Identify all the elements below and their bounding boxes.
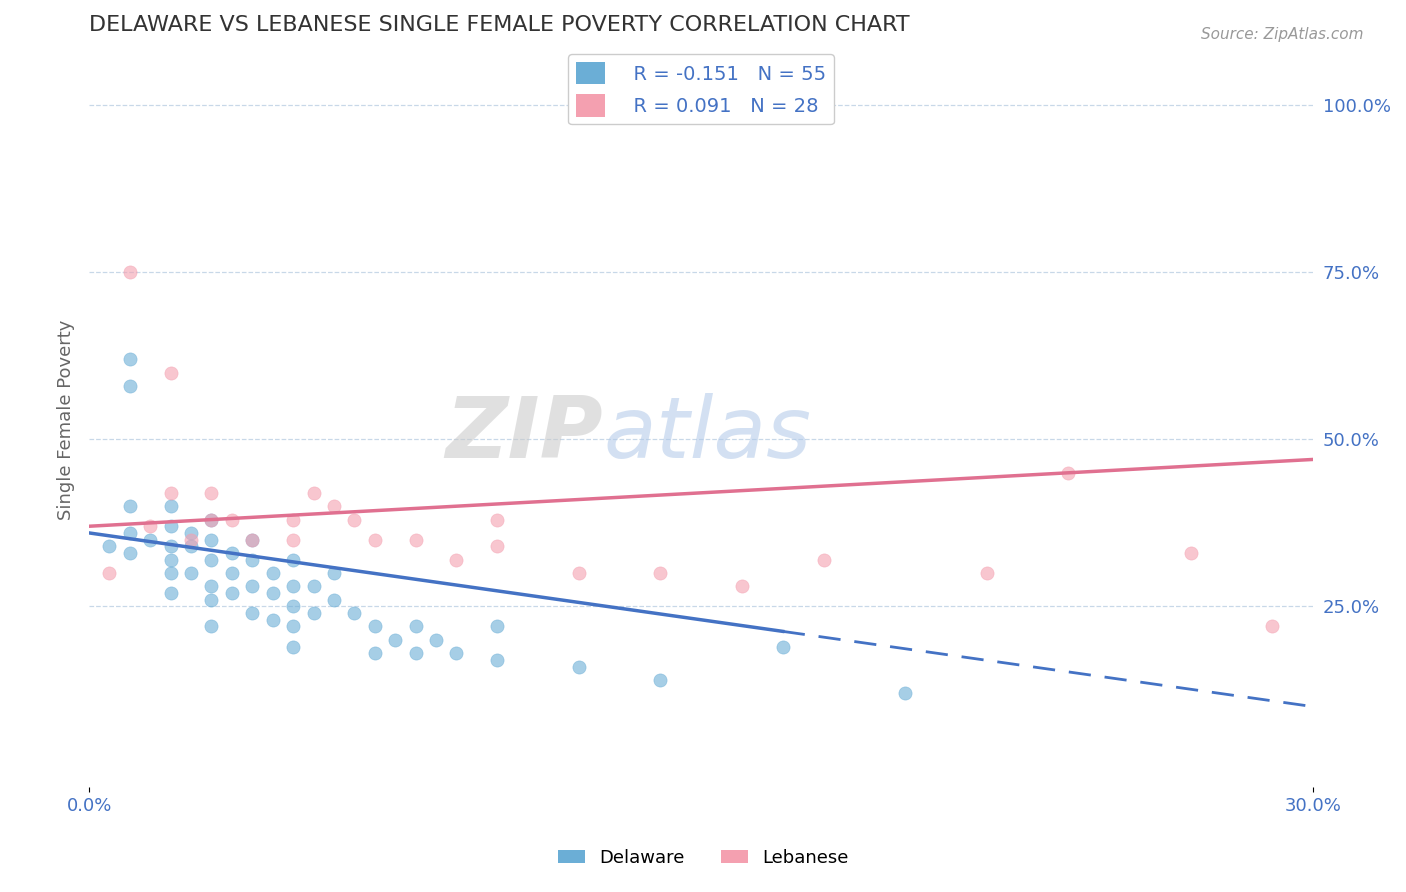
Point [200, 552, 222, 566]
Point [221, 586, 243, 600]
Point [200, 533, 222, 547]
Point [180, 539, 202, 553]
Point [281, 579, 304, 593]
Point [813, 552, 835, 566]
Point [118, 499, 141, 513]
Point [240, 533, 263, 547]
Point [240, 606, 263, 620]
Point [221, 546, 243, 560]
Point [262, 586, 284, 600]
Point [281, 552, 304, 566]
Point [200, 512, 222, 526]
Point [486, 653, 509, 667]
Point [200, 579, 222, 593]
Point [322, 566, 344, 580]
Point [650, 673, 672, 687]
Point [425, 632, 447, 647]
Point [262, 613, 284, 627]
Point [118, 525, 141, 540]
Point [1180, 546, 1202, 560]
Point [1057, 466, 1080, 480]
Text: DELAWARE VS LEBANESE SINGLE FEMALE POVERTY CORRELATION CHART: DELAWARE VS LEBANESE SINGLE FEMALE POVER… [89, 15, 910, 35]
Point [240, 579, 263, 593]
Point [405, 533, 427, 547]
Point [568, 566, 591, 580]
Point [159, 366, 181, 380]
Point [405, 646, 427, 660]
Point [180, 525, 202, 540]
Point [486, 512, 509, 526]
Point [118, 379, 141, 393]
Point [731, 579, 754, 593]
Legend:   R = -0.151   N = 55,   R = 0.091   N = 28: R = -0.151 N = 55, R = 0.091 N = 28 [568, 54, 834, 124]
Point [976, 566, 998, 580]
Point [180, 533, 202, 547]
Point [364, 533, 387, 547]
Text: atlas: atlas [603, 392, 811, 475]
Point [159, 586, 181, 600]
Point [405, 619, 427, 633]
Point [302, 606, 325, 620]
Point [159, 486, 181, 500]
Legend: Delaware, Lebanese: Delaware, Lebanese [550, 842, 856, 874]
Point [486, 619, 509, 633]
Point [364, 646, 387, 660]
Point [281, 619, 304, 633]
Point [650, 566, 672, 580]
Point [159, 539, 181, 553]
Point [384, 632, 406, 647]
Point [98, 539, 121, 553]
Point [200, 486, 222, 500]
Point [159, 499, 181, 513]
Point [568, 659, 591, 673]
Point [200, 592, 222, 607]
Point [240, 533, 263, 547]
Point [159, 552, 181, 566]
Point [281, 533, 304, 547]
Point [139, 519, 162, 533]
Point [98, 566, 121, 580]
Point [322, 592, 344, 607]
Point [322, 499, 344, 513]
Point [364, 619, 387, 633]
Point [159, 519, 181, 533]
Point [118, 546, 141, 560]
Point [486, 539, 509, 553]
Text: ZIP: ZIP [446, 392, 603, 475]
Point [262, 566, 284, 580]
Point [118, 352, 141, 367]
Point [159, 566, 181, 580]
Point [302, 486, 325, 500]
Point [302, 579, 325, 593]
Point [118, 265, 141, 279]
Text: Source: ZipAtlas.com: Source: ZipAtlas.com [1201, 27, 1364, 42]
Point [446, 646, 468, 660]
Point [281, 512, 304, 526]
Point [200, 512, 222, 526]
Point [221, 566, 243, 580]
Point [343, 606, 366, 620]
Point [1261, 619, 1284, 633]
Point [221, 512, 243, 526]
Point [281, 599, 304, 614]
Y-axis label: Single Female Poverty: Single Female Poverty [58, 319, 75, 519]
Point [281, 640, 304, 654]
Point [200, 619, 222, 633]
Point [240, 552, 263, 566]
Point [343, 512, 366, 526]
Point [180, 566, 202, 580]
Point [894, 686, 917, 700]
Point [772, 640, 794, 654]
Point [446, 552, 468, 566]
Point [139, 533, 162, 547]
